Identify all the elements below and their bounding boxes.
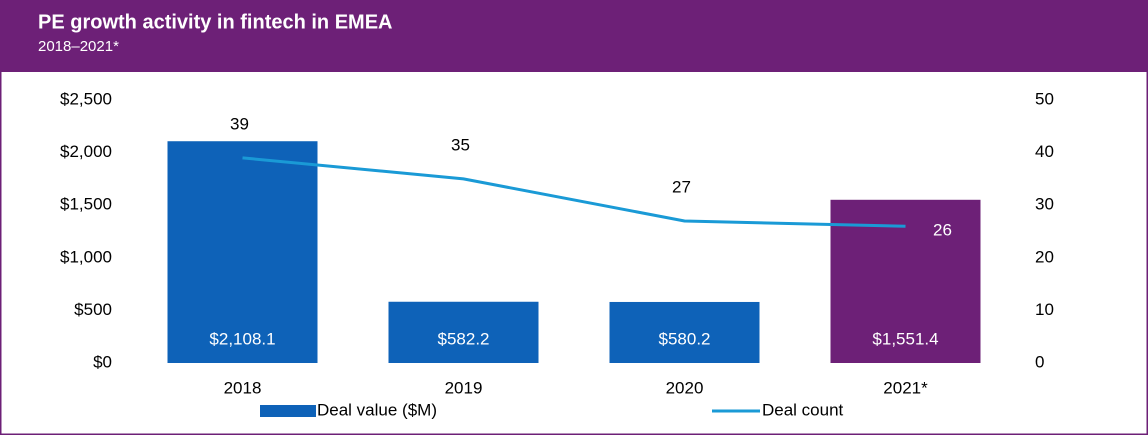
line [242,156,906,228]
y-tick-label: $500 [74,300,112,319]
y-tick-label: $2,500 [60,89,112,108]
x-tick-label: 2021* [883,378,928,397]
y2-tick-label: 10 [1035,300,1054,319]
y2-tick-label: 50 [1035,89,1054,108]
bar-value-label: $2,108.1 [209,329,275,348]
bar [167,141,318,363]
bar-value-label: $1,551.4 [872,329,938,348]
y-tick-label: $1,500 [60,195,112,214]
bar [830,199,981,363]
line-value-label: 39 [230,114,249,133]
x-tick-label: 2020 [666,378,704,397]
header-band [0,0,1148,72]
chart-title: PE growth activity in fintech in EMEA [38,11,392,33]
legend-label: Deal value ($M) [317,400,437,419]
line-value-label: 27 [672,177,691,196]
legend-swatch [260,405,316,417]
line-value-label: 35 [451,135,470,154]
chart-subtitle: 2018–2021* [38,38,119,55]
x-tick-label: 2019 [445,378,483,397]
x-tick-label: 2018 [224,378,262,397]
legend-label: Deal count [762,400,844,419]
bar-value-label: $582.2 [438,329,490,348]
y2-tick-label: 20 [1035,247,1054,266]
y2-tick-label: 0 [1035,352,1044,371]
y-tick-label: $0 [93,352,112,371]
line-value-label: 26 [933,221,952,240]
y2-tick-label: 40 [1035,142,1054,161]
y-tick-label: $1,000 [60,247,112,266]
y2-tick-label: 30 [1035,195,1054,214]
bar [388,301,539,363]
bar [609,301,760,363]
bar-value-label: $580.2 [659,329,711,348]
y-tick-label: $2,000 [60,142,112,161]
